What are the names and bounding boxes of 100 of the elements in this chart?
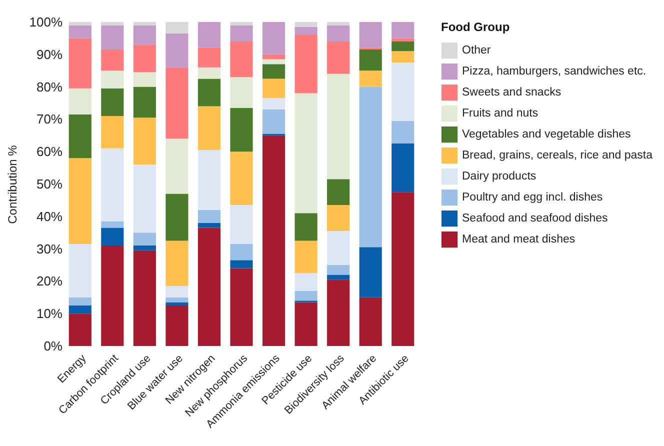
bar [198,106,221,150]
bar [294,34,318,94]
bar [198,228,221,346]
bar [392,22,414,38]
legend-label: Vegetables and vegetable dishes [462,128,632,140]
bar [101,88,124,116]
bar [166,67,188,139]
bar [230,244,253,260]
bar [101,228,124,246]
bar [294,93,318,214]
bar [230,108,253,152]
bar [294,240,318,274]
bar [392,192,414,346]
bar [166,286,188,298]
y-tick-label: 30% [36,241,63,256]
y-tick-label: 20% [36,274,63,289]
bar [262,22,286,54]
bar [101,116,124,148]
legend-label: Sweets and snacks [462,86,562,98]
y-tick-label: 80% [36,79,63,94]
bar [392,144,414,192]
bar [392,38,414,42]
bar [327,205,350,231]
bar [327,41,350,74]
bar [68,158,92,244]
y-tick-label: 40% [36,208,63,224]
bar [166,194,188,241]
bar [101,50,124,71]
bar [68,314,92,346]
bar [230,205,253,244]
bar [230,25,253,42]
bar [262,135,286,346]
bar [294,213,318,241]
bar [68,297,92,306]
bar [359,297,382,346]
legend-label: Meat and meat dishes [462,234,576,246]
legend-label: Poultry and egg incl. dishes [462,192,603,204]
legend-label: Dairy products [462,170,536,182]
bar [230,22,253,26]
y-tick-label: 90% [36,46,63,62]
bar [133,22,156,26]
legend-label: Pizza, hamburgers, sandwiches etc. [462,66,646,78]
legend-label: Seafood and seafood dishes [462,212,608,224]
bar [392,41,414,52]
bar [166,22,188,34]
y-tick-label: 60% [36,144,63,160]
bar [262,54,286,60]
bar [198,150,221,210]
y-axis-title: Contribution % [5,144,20,224]
bar [101,22,124,26]
bar [198,210,221,223]
bar [230,268,253,346]
bar [327,280,350,346]
bar [166,297,188,302]
bar [230,152,253,206]
bar [262,109,286,134]
y-tick-label: 100% [29,14,63,30]
bar [198,48,221,68]
bar [166,240,188,286]
bar [327,22,350,26]
bar [198,78,221,106]
legend-title: Food Group [441,20,510,34]
bar [327,25,350,42]
bar [327,230,350,265]
bar [262,78,286,98]
bar [133,86,156,118]
bar [262,59,286,64]
bar [101,70,124,88]
bar [133,25,156,45]
bar [166,302,188,306]
bar [133,118,156,165]
bar [133,164,156,233]
bar [294,273,318,291]
bar [262,98,286,110]
bar [68,22,92,26]
y-tick-label: 10% [36,306,63,322]
bar [68,114,92,158]
legend-label: Other [462,44,491,56]
bar [327,274,350,280]
bar [359,70,382,87]
bar [327,179,350,206]
bar [392,51,414,62]
bar [359,50,382,71]
bar [68,306,92,314]
bar [101,25,124,50]
bar [133,44,156,72]
y-tick-label: 50% [36,176,63,192]
legend-label: Bread, grains, cereals, rice and pasta [462,150,654,162]
bar [166,33,188,68]
bar [198,222,221,228]
bar [101,148,124,222]
bar [359,247,382,298]
bar [101,221,124,228]
bar [68,244,92,298]
bar [262,64,286,79]
bar [359,22,382,48]
bar [68,38,92,88]
bar [392,120,414,144]
bar [166,306,188,346]
bar [230,260,253,268]
